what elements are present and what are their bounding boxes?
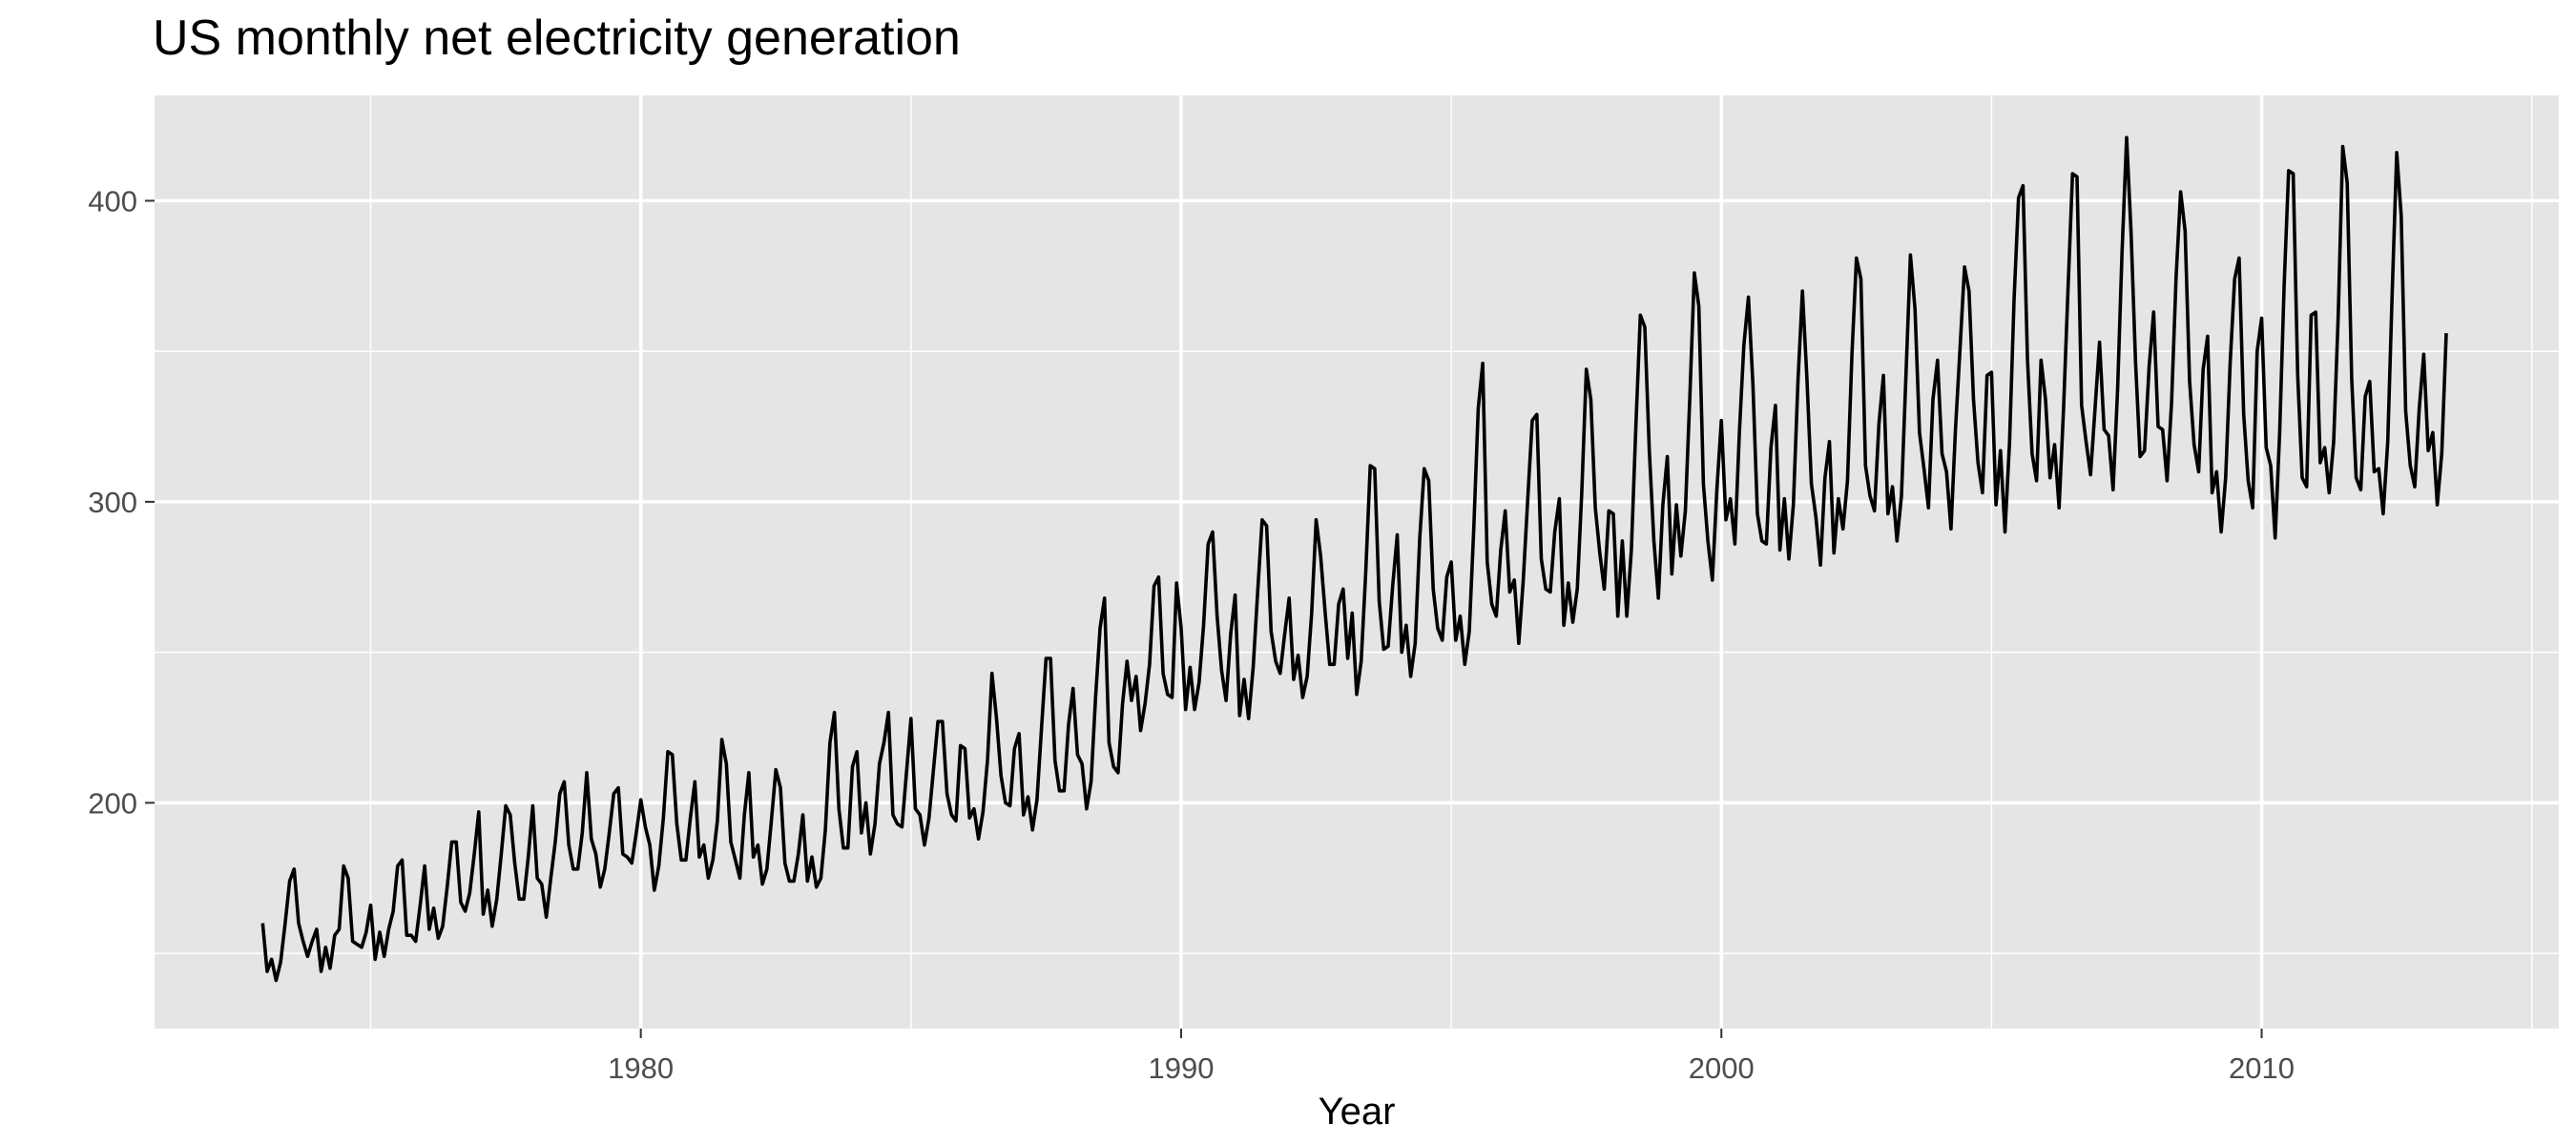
x-tick-label: 2000 (1689, 1051, 1755, 1085)
y-tick-label: 300 (88, 486, 137, 519)
x-tick-label: 1980 (608, 1051, 674, 1085)
x-tick-label: 2010 (2229, 1051, 2295, 1085)
series-line (260, 135, 2448, 983)
y-tick-label: 400 (88, 184, 137, 218)
plot-panel (155, 95, 2559, 1029)
chart-title: US monthly net electricity generation (153, 10, 961, 66)
x-axis-title: Year (1319, 1091, 1396, 1133)
y-tick-label: 200 (88, 786, 137, 820)
x-tick-label: 1990 (1148, 1051, 1214, 1085)
